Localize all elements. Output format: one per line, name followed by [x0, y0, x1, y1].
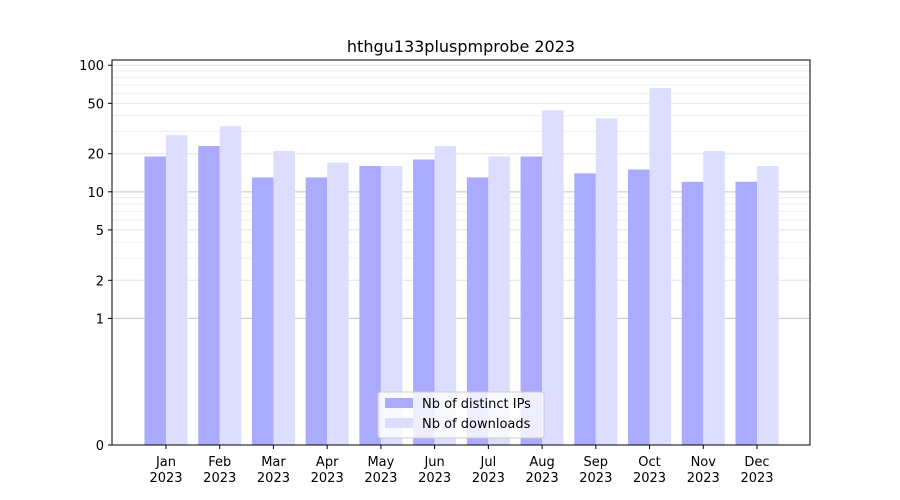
x-tick-label-month: Mar: [261, 455, 286, 470]
bar-distinct-ips: [735, 181, 757, 445]
bars: [144, 88, 779, 446]
legend-label: Nb of distinct IPs: [422, 397, 531, 412]
x-tick-label-month: Apr: [316, 455, 339, 470]
x-axis: Jan2023Feb2023Mar2023Apr2023May2023Jun20…: [149, 445, 774, 486]
x-tick-label-month: Feb: [208, 455, 231, 470]
legend-swatch-downloads: [385, 418, 413, 428]
bar-downloads: [649, 88, 672, 445]
y-tick-label: 10: [87, 186, 104, 201]
x-tick-label-month: Jan: [155, 455, 176, 470]
x-tick-label-month: Jun: [423, 455, 444, 470]
bar-distinct-ips: [198, 146, 220, 445]
legend-label: Nb of downloads: [422, 417, 531, 432]
legend-swatch-distinct-ips: [385, 398, 413, 408]
x-tick-label-year: 2023: [740, 471, 773, 486]
y-axis: 0 1 2 5 10 20 50 100: [79, 59, 112, 454]
bar-distinct-ips: [574, 173, 596, 445]
y-tick-label: 2: [96, 274, 104, 289]
bar-downloads: [595, 118, 618, 445]
bar-distinct-ips: [305, 177, 328, 446]
x-tick-label-month: Dec: [744, 455, 769, 470]
bar-downloads: [273, 151, 295, 445]
bar-downloads: [219, 126, 242, 446]
bar-downloads: [166, 135, 188, 445]
bar-downloads: [703, 151, 725, 445]
y-tick-label: 50: [87, 97, 104, 112]
x-tick-label-year: 2023: [526, 471, 559, 486]
x-tick-label-year: 2023: [418, 471, 451, 486]
x-tick-label-year: 2023: [687, 471, 720, 486]
bar-downloads: [488, 156, 510, 446]
bar-downloads: [434, 146, 457, 445]
x-tick-label-year: 2023: [633, 471, 666, 486]
y-tick-label: 0: [96, 439, 104, 454]
x-tick-label-month: Nov: [691, 455, 717, 470]
bar-distinct-ips: [681, 181, 704, 445]
legend: Nb of distinct IPs Nb of downloads: [377, 391, 545, 439]
bar-distinct-ips: [628, 169, 650, 445]
x-tick-label-year: 2023: [257, 471, 290, 486]
y-tick-label: 1: [96, 312, 104, 327]
x-tick-label-year: 2023: [579, 471, 612, 486]
x-tick-label-year: 2023: [149, 471, 182, 486]
bar-distinct-ips: [413, 159, 435, 445]
bar-downloads: [380, 165, 403, 446]
x-tick-label-year: 2023: [203, 471, 236, 486]
x-tick-label-month: Sep: [584, 455, 609, 470]
plot-frame: [111, 59, 811, 446]
legend-box: [377, 391, 545, 439]
bar-distinct-ips: [251, 177, 274, 446]
bar-distinct-ips: [359, 165, 381, 446]
x-tick-label-year: 2023: [472, 471, 505, 486]
bar-distinct-ips: [520, 156, 543, 446]
y-tick-label: 20: [87, 148, 104, 163]
x-tick-label-month: Aug: [529, 455, 554, 470]
bar-downloads: [327, 162, 349, 445]
y-tick-label: 5: [96, 224, 104, 239]
x-tick-label-year: 2023: [311, 471, 344, 486]
x-tick-label-month: Oct: [638, 455, 660, 470]
bar-downloads: [542, 110, 564, 445]
x-tick-label-year: 2023: [364, 471, 397, 486]
x-tick-label-month: May: [367, 455, 394, 470]
bar-distinct-ips: [466, 177, 489, 446]
x-tick-label-month: Jul: [480, 455, 497, 470]
chart-title: hthgu133pluspmprobe 2023: [347, 37, 575, 56]
y-tick-label: 100: [79, 59, 104, 74]
bar-downloads: [757, 165, 779, 446]
bar-distinct-ips: [144, 156, 166, 446]
